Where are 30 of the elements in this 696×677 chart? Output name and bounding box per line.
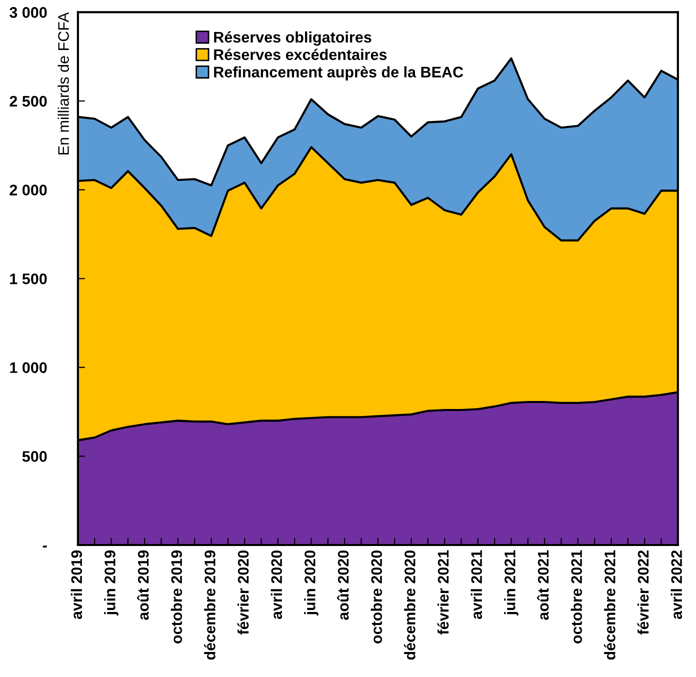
x-tick-label: avril 2022 [670,550,682,620]
x-tick-label: décembre 2021 [604,550,616,660]
x-tick-label: octobre 2021 [570,550,582,644]
y-axis-title: En milliards de FCFA [58,12,69,154]
y-tick-label: 1 000 [10,362,47,374]
x-tick-label: juin 2020 [304,550,318,616]
x-tick-label: août 2019 [137,550,149,620]
y-tick-label: 500 [22,451,47,462]
x-tick-label: février 2022 [637,550,649,635]
x-tick-label: juin 2019 [104,550,118,616]
y-tick-label: 2 000 [10,184,47,196]
legend-label: Réserves excédentaires [214,48,387,60]
x-tick-label: décembre 2019 [204,550,216,660]
x-tick-label: août 2021 [537,550,549,620]
y-tick-label: 3 000 [10,7,47,18]
x-tick-label: avril 2021 [470,550,482,620]
legend-label: Refinancement auprès de la BEAC [214,66,464,81]
x-tick-label: avril 2020 [270,550,282,620]
x-tick-label: février 2021 [437,550,449,635]
y-tick-label: 1 500 [10,273,47,284]
x-tick-label: août 2020 [337,550,349,620]
x-tick-label: décembre 2020 [404,550,416,660]
x-tick-label: juin 2021 [504,550,518,616]
x-tick-label: février 2020 [237,550,249,635]
legend-label: Réserves obligatoires [214,31,372,46]
y-tick-label: - [42,546,47,548]
x-tick-label: avril 2019 [70,550,82,620]
y-tick-label: 2 500 [10,96,47,107]
x-tick-label: octobre 2019 [170,550,182,644]
x-tick-label: octobre 2020 [370,550,382,644]
